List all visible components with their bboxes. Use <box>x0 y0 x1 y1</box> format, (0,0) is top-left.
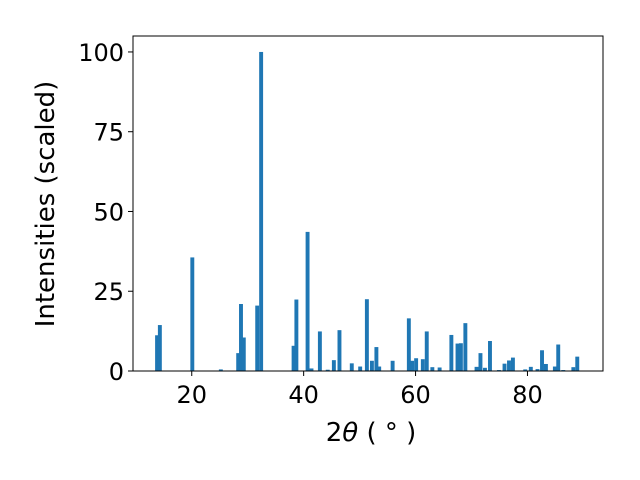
bar-1 <box>157 325 162 371</box>
bar-33 <box>458 343 463 371</box>
bar-15 <box>331 360 336 371</box>
bar-38 <box>488 341 492 371</box>
bar-11 <box>305 231 310 371</box>
bar-12 <box>309 368 314 371</box>
bar-0 <box>155 335 160 371</box>
bar-5 <box>239 304 243 371</box>
x-tick-label-1: 40 <box>288 381 319 409</box>
bar-17 <box>349 363 354 371</box>
bar-30 <box>437 367 442 371</box>
x-axis-label-prefix: 2 <box>326 418 343 448</box>
bar-26 <box>414 358 419 371</box>
bar-19 <box>364 299 369 371</box>
bar-6 <box>241 337 246 371</box>
bar-49 <box>556 344 561 371</box>
bar-28 <box>424 331 429 371</box>
y-tick-label-1: 25 <box>93 278 124 306</box>
bar-14 <box>325 369 330 371</box>
bar-29 <box>430 367 435 371</box>
y-tick-label-4: 100 <box>78 39 124 67</box>
x-tick-label-2: 60 <box>400 381 431 409</box>
bar-52 <box>575 356 580 371</box>
bar-16 <box>337 330 342 371</box>
bar-10 <box>294 299 299 371</box>
bar-47 <box>543 363 548 371</box>
bar-27 <box>420 359 425 371</box>
y-tick-label-2: 50 <box>93 198 124 226</box>
y-axis-ticks: 0 25 50 75 100 <box>78 39 133 386</box>
bar-2 <box>190 257 195 371</box>
bar-7 <box>255 305 260 371</box>
y-tick-label-0: 0 <box>109 358 124 386</box>
bar-48 <box>552 366 557 371</box>
bar-3 <box>218 369 223 371</box>
bar-13 <box>317 331 322 371</box>
bar-32 <box>455 343 460 371</box>
x-axis-label: 2θ ( ° ) <box>326 418 417 448</box>
bar-9 <box>291 345 296 371</box>
bar-41 <box>507 360 511 371</box>
x-axis-ticks: 20 40 60 80 <box>176 371 543 409</box>
plot-frame <box>132 35 604 372</box>
x-axis-label-suffix: ( ° ) <box>358 418 416 448</box>
bar-18 <box>358 366 363 371</box>
bar-42 <box>510 357 515 371</box>
bar-40 <box>502 363 507 371</box>
bar-37 <box>482 367 487 371</box>
x-tick-label-3: 80 <box>512 381 543 409</box>
bar-4 <box>236 353 241 371</box>
bar-44 <box>528 366 533 371</box>
y-axis-label: Intensities (scaled) <box>31 81 61 328</box>
bar-35 <box>474 366 479 371</box>
bar-20 <box>369 360 374 371</box>
bar-51 <box>571 367 576 371</box>
bar-series <box>155 51 580 371</box>
bar-31 <box>449 334 454 371</box>
bar-36 <box>478 353 483 371</box>
x-tick-label-0: 20 <box>176 381 207 409</box>
bar-43 <box>523 369 528 371</box>
bar-21 <box>374 347 379 371</box>
bar-45 <box>535 369 540 371</box>
bar-34 <box>463 323 468 371</box>
bar-46 <box>540 350 544 371</box>
bar-22 <box>377 366 382 371</box>
bar-25 <box>410 360 415 371</box>
x-axis-label-theta: θ <box>342 418 358 448</box>
bar-23 <box>390 360 395 371</box>
y-tick-label-3: 75 <box>93 119 124 147</box>
bar-24 <box>406 318 411 371</box>
bar-8 <box>259 51 264 371</box>
